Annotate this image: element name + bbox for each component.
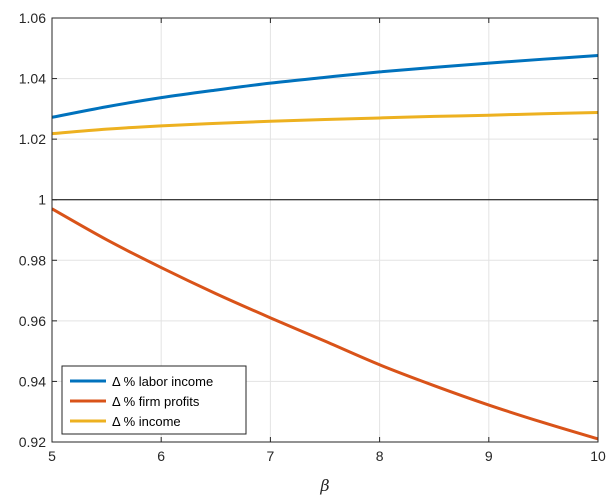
legend: Δ % labor income Δ % firm profits Δ % inco… <box>61 365 247 435</box>
y-tick-label: 0.98 <box>19 252 46 268</box>
axes-frame <box>51 17 599 443</box>
x-tick-label: 10 <box>590 448 606 464</box>
x-axis-label: β <box>319 476 329 495</box>
x-tick-label: 8 <box>376 448 384 464</box>
series-line-1 <box>51 207 599 441</box>
y-tick-label: 0.94 <box>19 373 46 389</box>
x-tick-label: 9 <box>485 448 493 464</box>
series-line-2 <box>51 110 599 136</box>
y-tick-label: 0.92 <box>19 434 46 450</box>
legend-label-1: Δ % firm profits <box>112 394 200 409</box>
legend-label-2: Δ % income <box>112 414 181 429</box>
x-tick-label: 7 <box>267 448 275 464</box>
x-tick-label: 5 <box>48 448 56 464</box>
y-tick-label: 0.96 <box>19 313 46 329</box>
x-tick-label: 6 <box>157 448 165 464</box>
y-tick-label: 1.06 <box>19 10 46 26</box>
y-tick-label: 1.02 <box>19 131 46 147</box>
tick-labels: 5 6 7 8 9 10 0.92 0.94 0.96 0.98 1 1.02 1.04 1.06 <box>19 10 606 464</box>
series-lines <box>51 54 599 441</box>
series-line-0 <box>51 54 599 119</box>
y-tick-label: 1.04 <box>19 71 46 87</box>
y-tick-label: 1 <box>38 192 46 208</box>
legend-label-0: Δ % labor income <box>112 374 213 389</box>
